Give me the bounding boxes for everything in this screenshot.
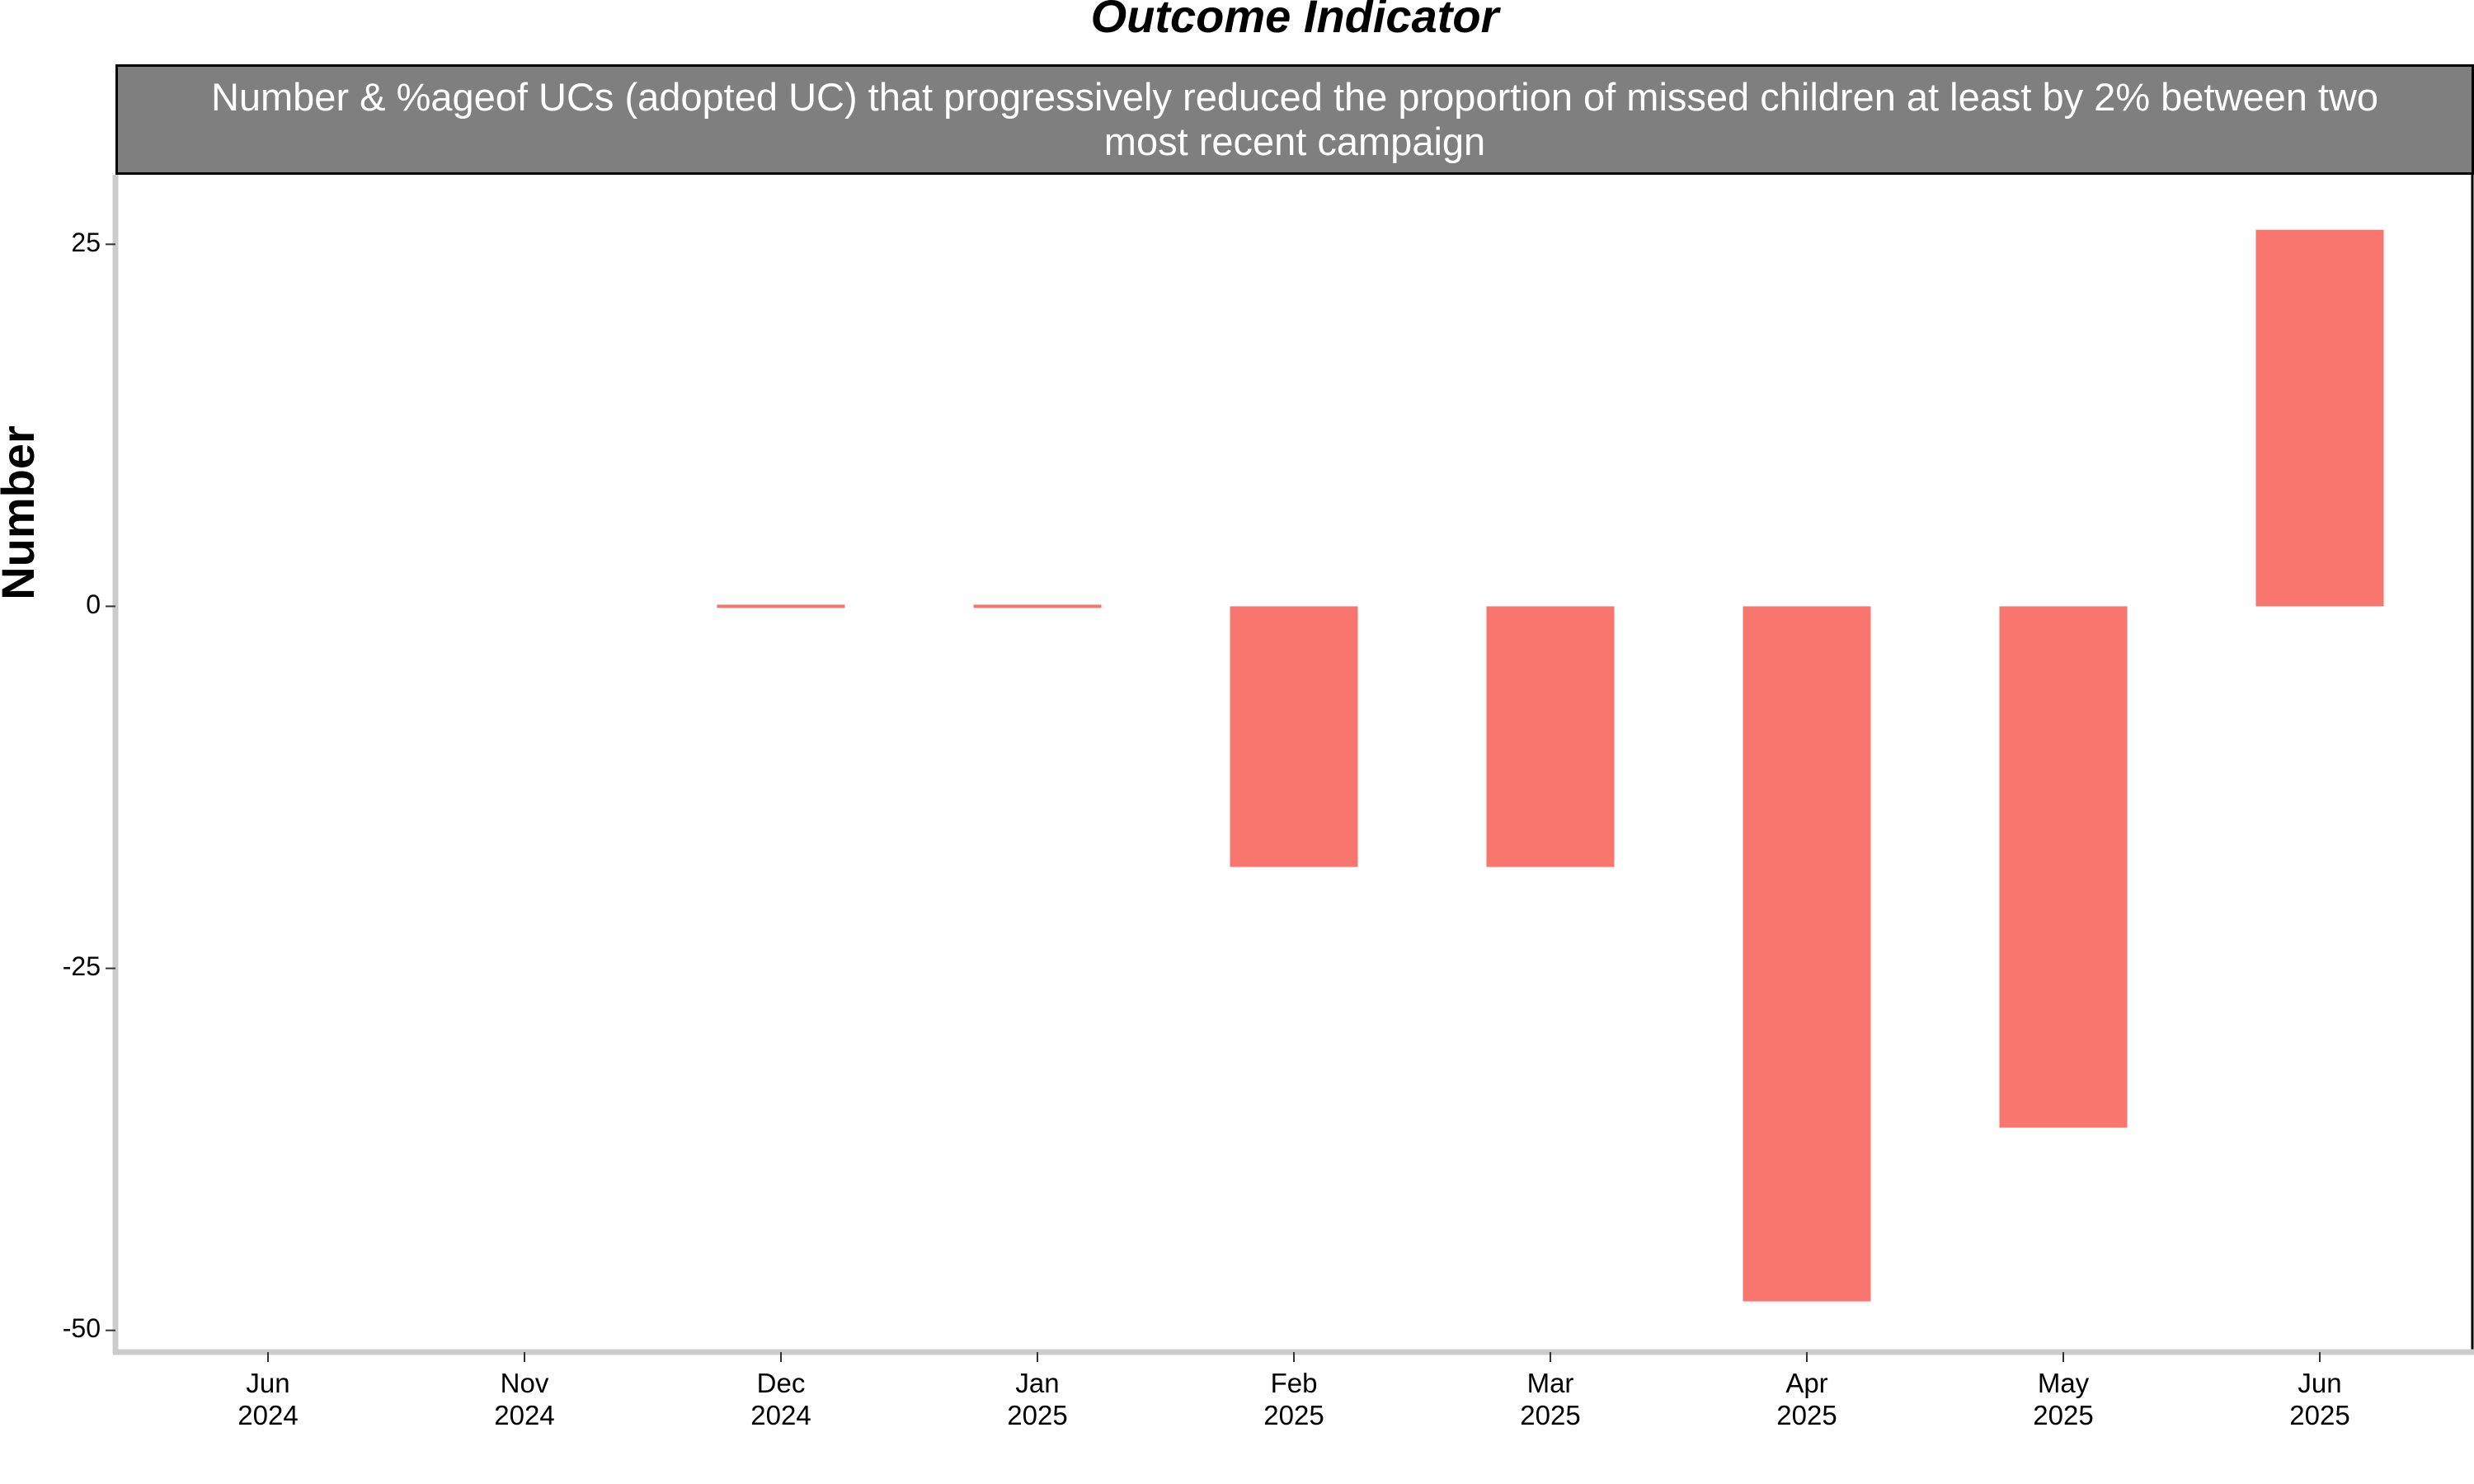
x-tick-label: May 2025	[2033, 1368, 2094, 1430]
bar	[1743, 606, 1871, 1302]
x-tick-label: Feb 2025	[1263, 1368, 1324, 1430]
bar	[973, 604, 1102, 608]
bar	[1230, 606, 1358, 867]
y-axis-label: Number	[0, 425, 44, 600]
x-tick-label: Jan 2025	[1007, 1368, 1068, 1430]
bar	[1999, 606, 2128, 1128]
x-tick-label: Jun 2025	[2289, 1368, 2350, 1430]
y-tick-label: -50	[63, 1313, 101, 1343]
x-tick-label: Mar 2025	[1520, 1368, 1581, 1430]
chart-title: Outcome Indicator	[1091, 0, 1502, 42]
x-tick-label: Nov 2024	[494, 1368, 555, 1430]
y-tick-label: -25	[63, 951, 101, 981]
bar	[717, 604, 845, 608]
x-tick-label: Dec 2024	[750, 1368, 811, 1430]
facet-strip: Number & %ageof UCs (adopted UC) that pr…	[115, 64, 2474, 175]
y-tick-label: 25	[71, 228, 101, 257]
bar	[2255, 229, 2384, 607]
y-tick-label: 0	[86, 589, 101, 619]
x-tick-label: Apr 2025	[1776, 1368, 1837, 1430]
x-tick-label: Jun 2024	[238, 1368, 299, 1430]
bar	[1486, 606, 1615, 867]
